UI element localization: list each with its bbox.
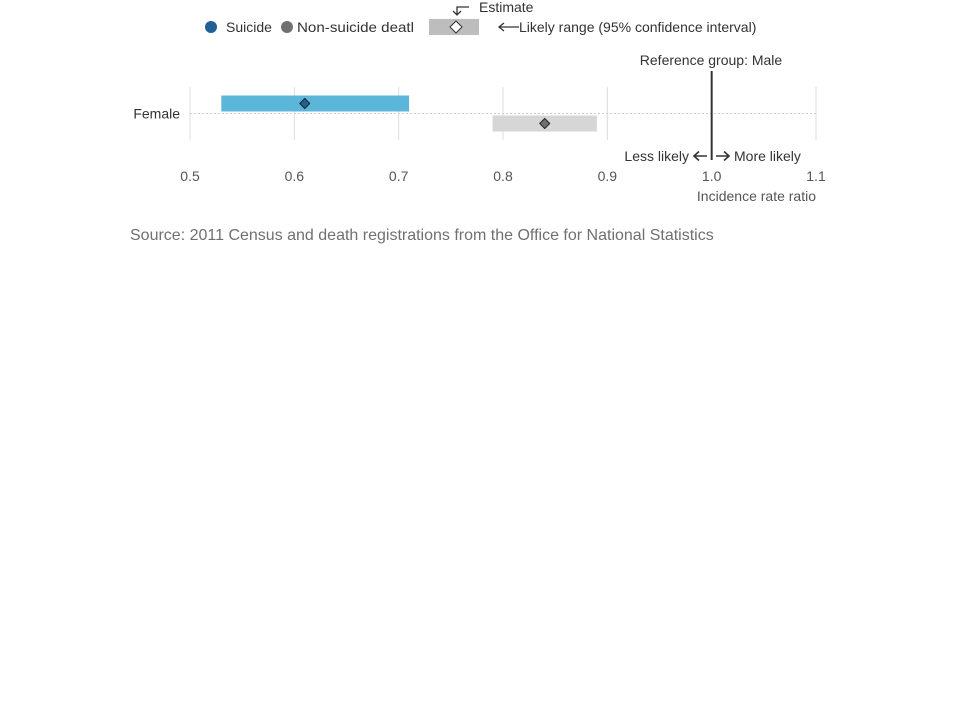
x-tick-label: 1.0 bbox=[702, 168, 722, 184]
less-likely-label: Less likely bbox=[624, 148, 689, 164]
data-marks bbox=[221, 71, 713, 160]
legend-item-non-suicide[interactable]: Non-suicide deatl bbox=[281, 19, 414, 35]
x-tick-label: 0.6 bbox=[285, 168, 305, 184]
source-note: Source: 2011 Census and death registrati… bbox=[130, 227, 714, 244]
direction-annotation: Less likely More likely bbox=[624, 148, 801, 164]
x-tick-label: 0.8 bbox=[493, 168, 513, 184]
legend-estimate-diamond bbox=[449, 20, 463, 34]
ci-bar bbox=[221, 95, 410, 112]
legend-range-label: Likely range (95% confidence interval) bbox=[519, 19, 756, 35]
legend: Suicide Non-suicide deatl Estimate Likel… bbox=[205, 0, 756, 35]
range-arrow-icon bbox=[497, 22, 519, 32]
estimate-arrow-icon bbox=[452, 6, 469, 16]
legend-item-suicide[interactable]: Suicide bbox=[205, 19, 272, 35]
left-arrow-icon bbox=[692, 150, 707, 162]
legend-swatch-non-suicide bbox=[281, 21, 293, 33]
x-tick-label: 0.9 bbox=[598, 168, 618, 184]
right-arrow-icon bbox=[716, 150, 731, 162]
estimate-marker bbox=[299, 97, 311, 110]
x-tick-label: 1.1 bbox=[806, 168, 826, 184]
legend-estimate-label: Estimate bbox=[479, 0, 534, 15]
legend-label-non-suicide: Non-suicide deatl bbox=[297, 19, 414, 35]
x-tick-label: 0.7 bbox=[389, 168, 409, 184]
range-chart: Suicide Non-suicide deatl Estimate Likel… bbox=[133, 0, 826, 204]
legend-label-suicide: Suicide bbox=[226, 19, 272, 35]
y-category-label: Female bbox=[133, 106, 180, 122]
legend-key: Estimate Likely range (95% confidence in… bbox=[429, 0, 756, 35]
more-likely-label: More likely bbox=[734, 148, 801, 164]
plot-area: 0.5 0.6 0.7 0.8 0.9 1.0 1.1 Incidence rate rati… bbox=[133, 87, 826, 204]
x-tick-label: 0.5 bbox=[180, 168, 200, 184]
estimate-marker bbox=[539, 117, 551, 130]
reference-group-label: Reference group: Male bbox=[640, 52, 783, 68]
x-axis-label: Incidence rate ratio bbox=[697, 188, 816, 204]
legend-swatch-suicide bbox=[205, 21, 217, 33]
